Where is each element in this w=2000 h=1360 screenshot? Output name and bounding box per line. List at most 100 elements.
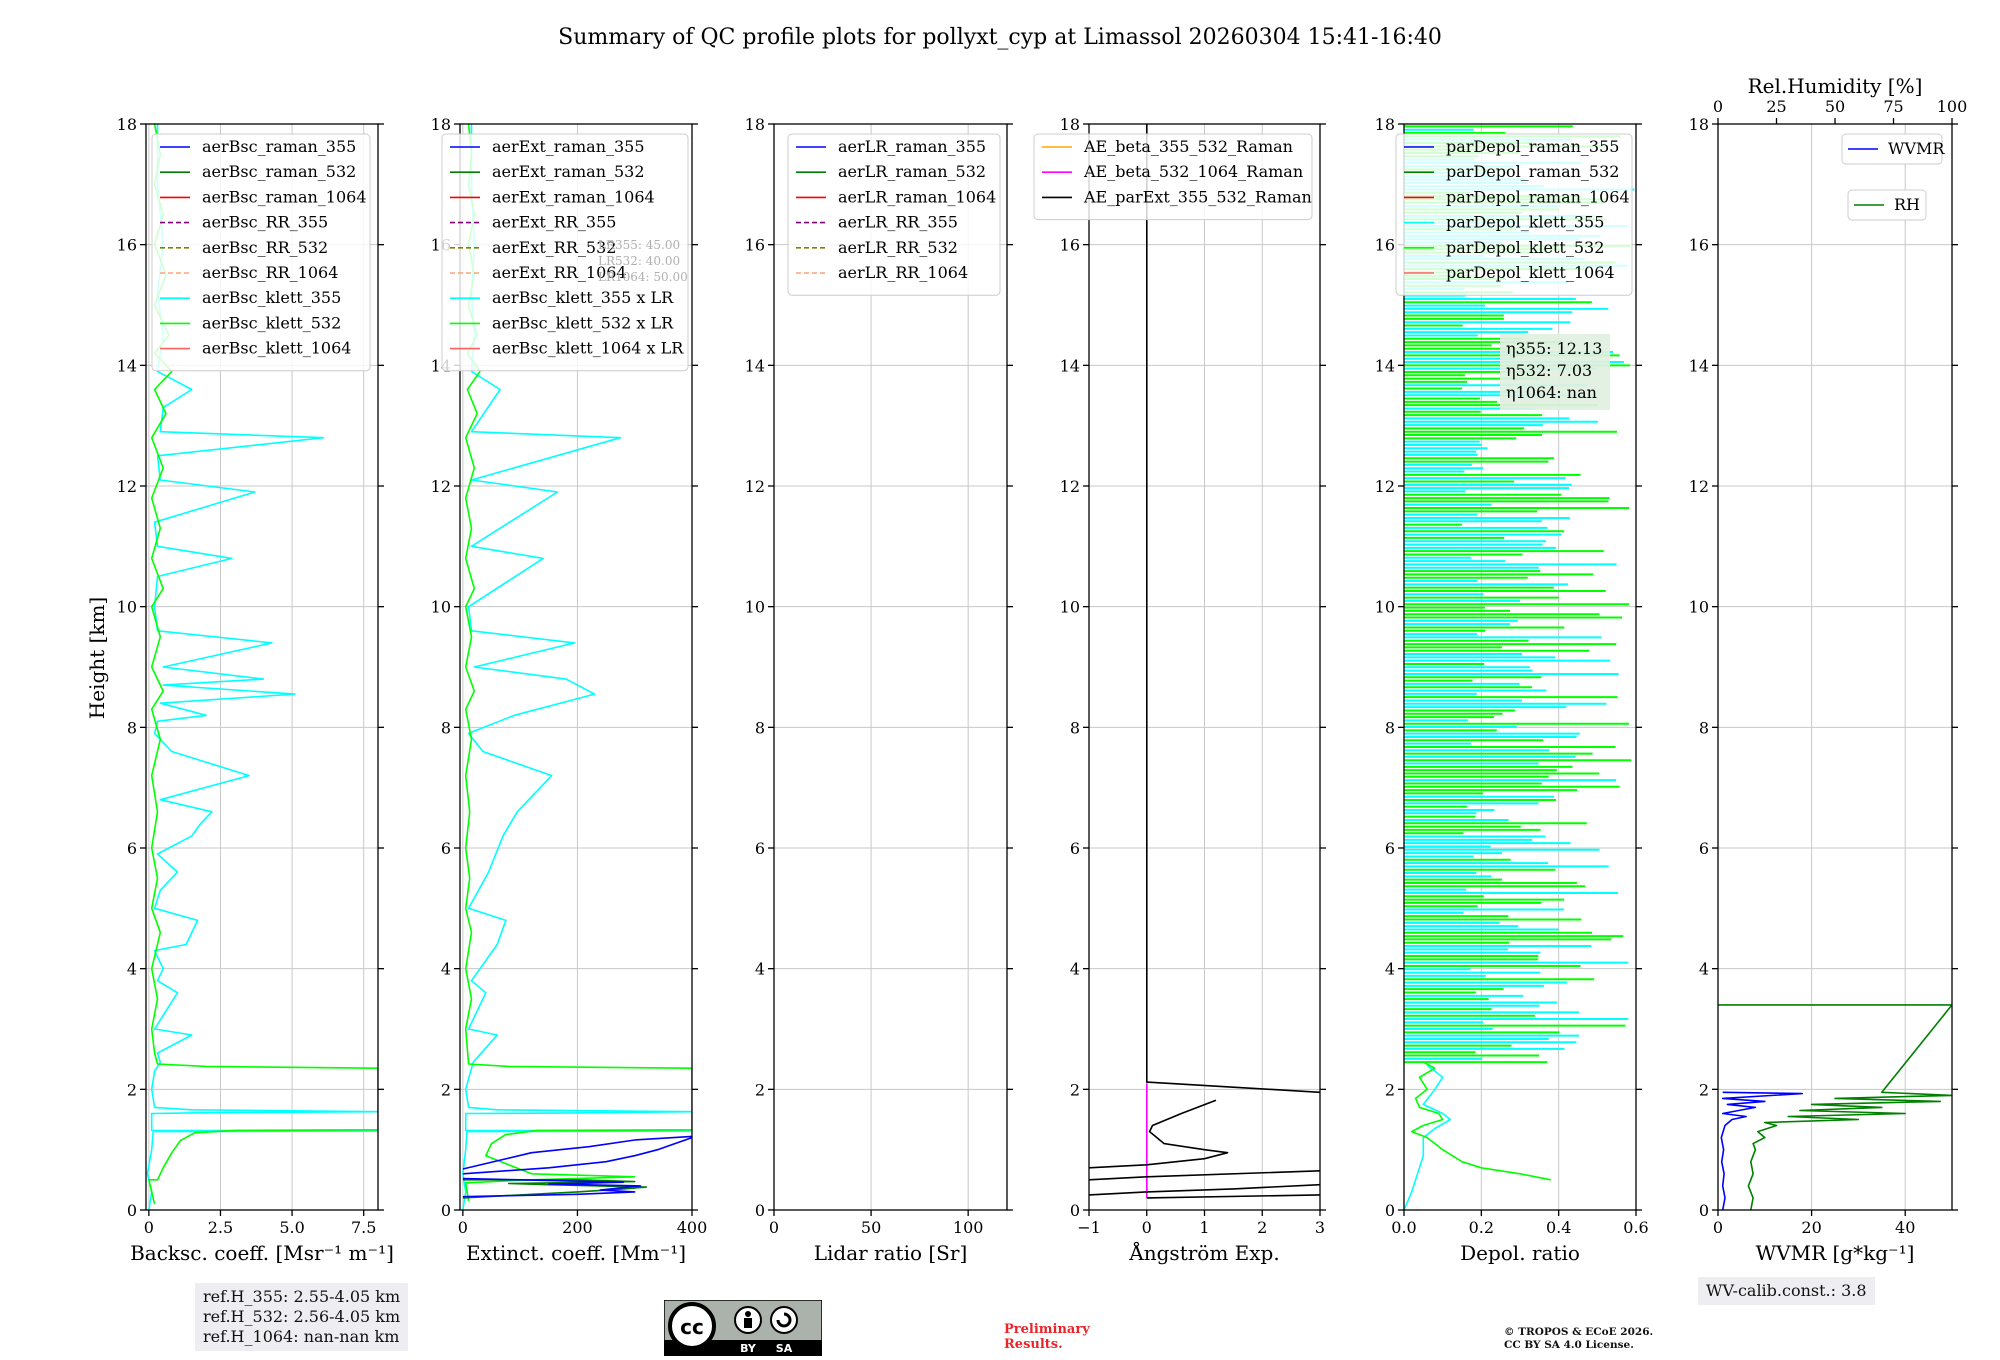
- x-tick-label: 50: [861, 1218, 881, 1237]
- x-tick-label: 1: [1199, 1218, 1209, 1237]
- eta-annotation: η1064: nan: [1506, 383, 1597, 402]
- y-tick-label: 2: [755, 1080, 765, 1099]
- axes-frame: [773, 123, 1008, 1211]
- legend-entry: aerBsc_raman_355: [202, 137, 356, 156]
- y-tick-label: 8: [1699, 718, 1709, 737]
- legend-entry: aerBsc_klett_532 x LR: [492, 313, 674, 332]
- x-tick-label: 0: [1713, 1218, 1723, 1237]
- legend-lr: aerLR_raman_355 aerLR_raman_532 aerLR_rama…: [787, 133, 1001, 296]
- top-axis-label: Rel.Humidity [%]: [1748, 74, 1923, 98]
- sa-label: SA: [776, 1342, 793, 1355]
- ref-height-1064: ref.H_1064: nan-nan km: [203, 1327, 400, 1346]
- legend-entry: aerExt_RR_532: [492, 238, 616, 257]
- series-ae-3: [1089, 1170, 1320, 1181]
- legend-entry: aerLR_RR_532: [838, 238, 958, 257]
- cc-license-badge: cc BY SA: [664, 1300, 822, 1356]
- x-axis-label: WVMR [g*kg⁻¹]: [1756, 1241, 1915, 1265]
- legend-box: [1395, 133, 1633, 296]
- legend-entry: aerExt_raman_1064: [492, 187, 655, 206]
- legend-entry: aerBsc_klett_355 x LR: [492, 288, 674, 307]
- ref-height-532: ref.H_532: 2.56-4.05 km: [203, 1307, 401, 1326]
- axes-frame: [145, 123, 379, 1211]
- axes-frame: [1717, 123, 1953, 1211]
- legend-entry: aerBsc_klett_355: [202, 288, 341, 307]
- series-ext-4: [462, 1177, 642, 1198]
- y-tick-label: 2: [1070, 1080, 1080, 1099]
- y-tick-label: 16: [745, 236, 765, 255]
- series-wv-1: [1718, 1004, 1952, 1210]
- y-tick-label: 0: [1699, 1201, 1709, 1220]
- legend-entry: aerBsc_RR_1064: [202, 263, 338, 282]
- y-tick-label: 10: [431, 598, 451, 617]
- preliminary-note: Preliminary Results.: [1004, 1322, 1090, 1352]
- y-tick-label: 0: [1385, 1201, 1395, 1220]
- lr-annotation: LR1064: 50.00: [598, 270, 688, 284]
- x-tick-label: 400: [677, 1218, 708, 1237]
- y-tick-label: 2: [127, 1080, 137, 1099]
- top-x-tick-label: 100: [1937, 97, 1968, 116]
- x-tick-label: 0.2: [1469, 1218, 1494, 1237]
- series-ext-2: [462, 1135, 692, 1175]
- legend-entry: AE_parExt_355_532_Raman: [1083, 187, 1312, 206]
- y-tick-label: 8: [441, 718, 451, 737]
- top-x-tick-label: 75: [1883, 97, 1903, 116]
- y-tick-label: 12: [745, 477, 765, 496]
- y-tick-label: 12: [1375, 477, 1395, 496]
- panel-lr: 0 2 4 6 8 10 12 14 16 18 0 50 100 Lidar ratio [Sr] aer…: [745, 115, 1013, 1265]
- panel-bsc: 0 2 4 6 8 10 12 14 16 18 0 2.5 5.0 7.5 Backsc. coeff. …: [117, 115, 394, 1265]
- y-tick-label: 4: [441, 960, 451, 979]
- x-tick-label: 100: [953, 1218, 984, 1237]
- y-tick-label: 16: [1375, 236, 1395, 255]
- x-tick-label: 200: [562, 1218, 593, 1237]
- ref-height-355: ref.H_355: 2.55-4.05 km: [203, 1287, 401, 1306]
- series-depol-0: [1404, 1064, 1452, 1210]
- y-tick-label: 18: [1060, 115, 1080, 134]
- x-axis-label: Backsc. coeff. [Msr⁻¹ m⁻¹]: [130, 1241, 394, 1265]
- wv-calib-note: WV-calib.const.: 3.8: [1698, 1277, 1875, 1305]
- figure-title: Summary of QC profile plots for pollyxt_…: [558, 25, 1442, 50]
- y-tick-label: 14: [117, 356, 137, 375]
- cc-text: cc: [680, 1315, 704, 1339]
- series-ae-4: [1089, 1183, 1320, 1196]
- y-tick-label: 6: [1385, 839, 1395, 858]
- y-tick-label: 12: [431, 477, 451, 496]
- wv-calib-text: WV-calib.const.: 3.8: [1706, 1281, 1867, 1300]
- y-tick-label: 18: [1689, 115, 1709, 134]
- series-wv-0: [1720, 1091, 1803, 1210]
- x-axis-label: Extinct. coeff. [Mm⁻¹]: [466, 1241, 686, 1265]
- preliminary-line-2: Results.: [1004, 1337, 1063, 1352]
- y-tick-label: 14: [1060, 356, 1080, 375]
- y-axis-label: Height [km]: [85, 597, 109, 719]
- y-tick-label: 12: [1060, 477, 1080, 496]
- y-tick-label: 14: [1375, 356, 1395, 375]
- legend-box: [787, 133, 1001, 296]
- ref-height-note: ref.H_355: 2.55-4.05 km ref.H_532: 2.56-…: [195, 1283, 409, 1351]
- plot-area-ae: [1089, 124, 1320, 1199]
- legend-entry: aerExt_raman_355: [492, 137, 645, 156]
- x-tick-label: 0: [769, 1218, 779, 1237]
- y-tick-label: 6: [1699, 839, 1709, 858]
- legend-entry: AE_beta_355_532_Raman: [1083, 137, 1293, 156]
- panel-depol: 0 2 4 6 8 10 12 14 16 18 0.0 0.2 0.4 0.6 Depol. ratio p…: [1375, 115, 1649, 1265]
- y-tick-label: 4: [127, 960, 137, 979]
- y-tick-label: 18: [1375, 115, 1395, 134]
- lr-annotation: LR355: 45.00: [598, 238, 680, 252]
- legend-entry: aerLR_RR_355: [838, 213, 958, 232]
- legend-entry: aerLR_RR_1064: [838, 263, 968, 282]
- y-tick-label: 10: [1375, 598, 1395, 617]
- legend-entry: aerBsc_klett_532: [202, 313, 341, 332]
- y-tick-label: 8: [127, 718, 137, 737]
- legend-entry: aerLR_raman_532: [838, 162, 986, 181]
- axes-frame: [1403, 123, 1637, 1211]
- y-tick-label: 4: [1699, 960, 1709, 979]
- x-axis-label: Lidar ratio [Sr]: [814, 1241, 968, 1265]
- y-tick-label: 4: [1070, 960, 1080, 979]
- top-x-tick-label: 25: [1766, 97, 1786, 116]
- eta-annotation: η532: 7.03: [1506, 361, 1592, 380]
- y-tick-label: 16: [1060, 236, 1080, 255]
- y-tick-label: 8: [1385, 718, 1395, 737]
- eta-annotation: η355: 12.13: [1506, 339, 1602, 358]
- legend-entry: parDepol_klett_1064: [1446, 263, 1615, 282]
- series-depol-1: [1410, 1061, 1552, 1181]
